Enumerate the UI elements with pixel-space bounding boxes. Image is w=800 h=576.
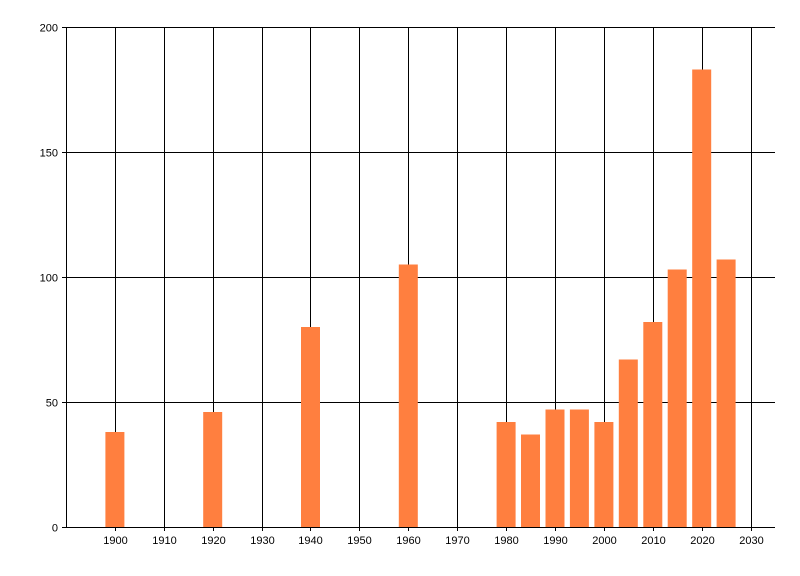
x-tick-label-2000: 2000 xyxy=(592,535,616,547)
x-tick-label-1920: 1920 xyxy=(201,535,225,547)
bar-1960 xyxy=(398,264,418,527)
bar-1980 xyxy=(496,422,516,527)
x-tick-label-1930: 1930 xyxy=(250,535,274,547)
bar-1985 xyxy=(521,434,540,527)
x-tick-label-2010: 2010 xyxy=(641,535,665,547)
bar-2000 xyxy=(594,422,614,527)
x-tick-label-2030: 2030 xyxy=(739,535,763,547)
bar-1995 xyxy=(569,409,589,527)
bar-1920 xyxy=(203,412,223,527)
bar-2025 xyxy=(716,259,736,527)
bar-2020 xyxy=(692,69,712,527)
bar-1990 xyxy=(545,409,565,527)
y-tick-labels: 0 50 100 150 200 xyxy=(40,23,58,535)
y-tick-label-150: 150 xyxy=(40,148,58,160)
x-tick-label-1990: 1990 xyxy=(543,535,567,547)
x-tick-label-2020: 2020 xyxy=(690,535,714,547)
x-tick-label-1900: 1900 xyxy=(103,535,127,547)
x-tick-labels: 1900 1910 1920 1930 1940 1950 1960 1970 1980 1990… xyxy=(103,535,763,547)
x-tick-label-1960: 1960 xyxy=(396,535,420,547)
bar-2005 xyxy=(618,359,638,527)
bars xyxy=(105,69,736,527)
bar-1940 xyxy=(301,327,320,527)
x-tick-label-1950: 1950 xyxy=(347,535,371,547)
bar-2010 xyxy=(643,322,663,527)
y-tick-label-200: 200 xyxy=(40,23,58,35)
axes xyxy=(62,27,775,531)
bar-1900 xyxy=(105,432,125,527)
x-tick-label-1980: 1980 xyxy=(494,535,518,547)
x-tick-label-1910: 1910 xyxy=(152,535,176,547)
y-tick-label-0: 0 xyxy=(52,523,58,535)
x-tick-label-1970: 1970 xyxy=(445,535,469,547)
bar-2015 xyxy=(667,269,687,527)
y-tick-label-50: 50 xyxy=(46,398,58,410)
x-tick-label-1940: 1940 xyxy=(298,535,322,547)
y-tick-label-100: 100 xyxy=(40,273,58,285)
